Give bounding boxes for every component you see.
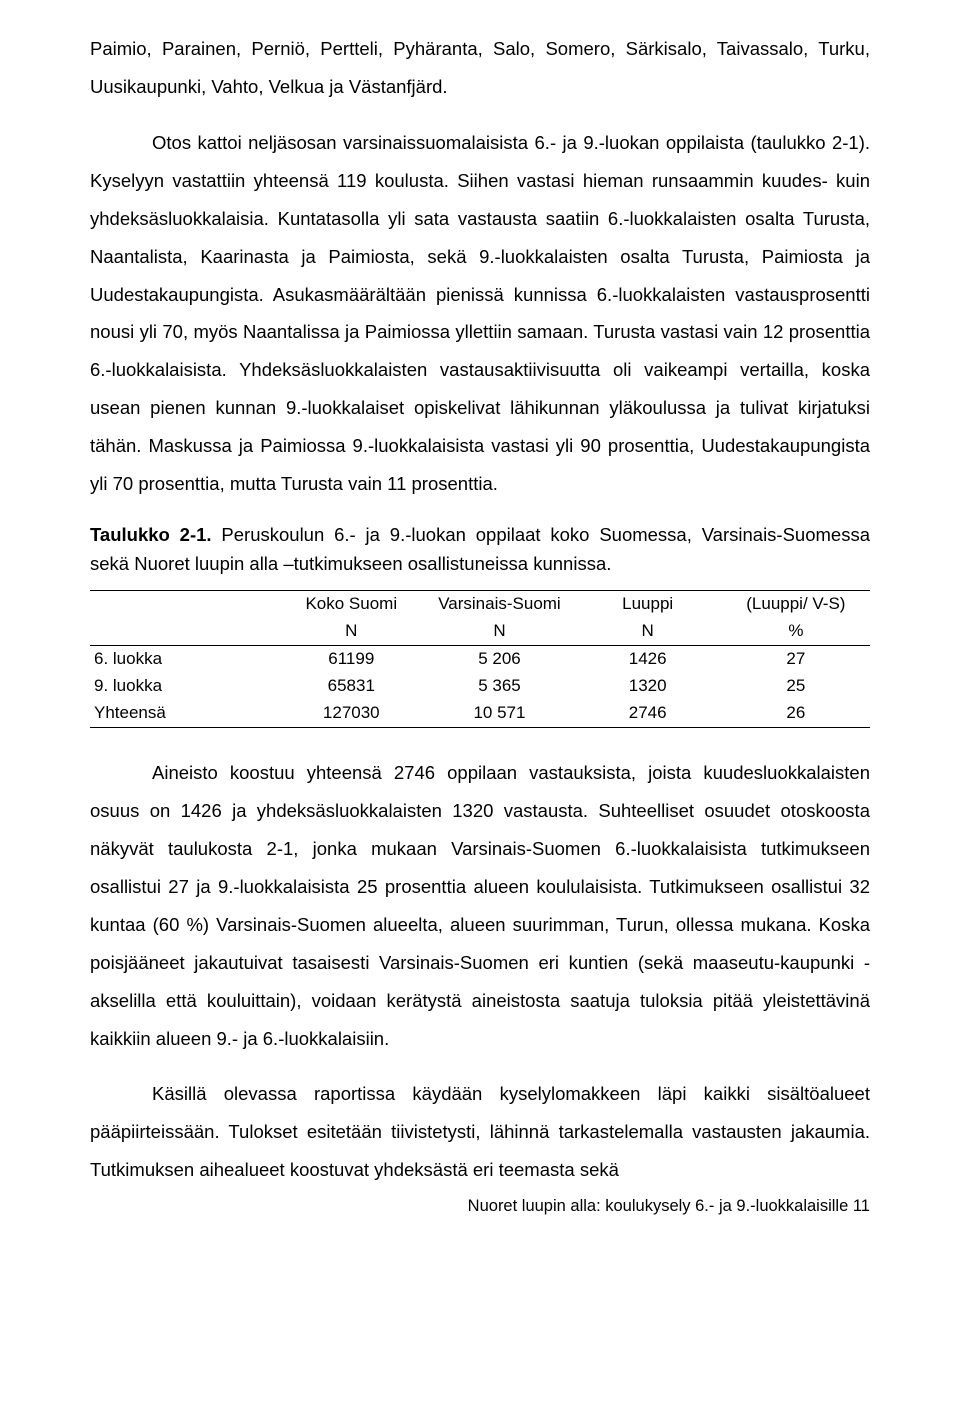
table-cell: 1426: [574, 646, 722, 673]
table-subheader-cell: N: [277, 618, 425, 645]
table-cell: 26: [722, 700, 870, 727]
table-cell: 9. luokka: [90, 673, 277, 700]
table-caption-label: Taulukko 2-1.: [90, 524, 212, 545]
table-cell: 1320: [574, 673, 722, 700]
data-table: Koko Suomi Varsinais-Suomi Luuppi (Luupp…: [90, 590, 870, 728]
table-row: 6. luokka 61199 5 206 1426 27: [90, 646, 870, 673]
table-header-cell: Varsinais-Suomi: [425, 591, 573, 618]
table-cell: 5 365: [425, 673, 573, 700]
table-cell: 2746: [574, 700, 722, 727]
table-subheader-cell: %: [722, 618, 870, 645]
document-page: Paimio, Parainen, Perniö, Pertteli, Pyhä…: [0, 0, 960, 1426]
table-subheader-cell: N: [574, 618, 722, 645]
table-header-cell: (Luuppi/ V-S): [722, 591, 870, 618]
table-subheader-row: N N N %: [90, 618, 870, 645]
table-cell: 61199: [277, 646, 425, 673]
table-cell: 127030: [277, 700, 425, 727]
table-caption: Taulukko 2-1. Peruskoulun 6.- ja 9.-luok…: [90, 521, 870, 578]
table-header-cell: Luuppi: [574, 591, 722, 618]
page-footer: Nuoret luupin alla: koulukysely 6.- ja 9…: [90, 1197, 870, 1216]
paragraph-intro-b: Otos kattoi neljäsosan varsinaissuomalai…: [90, 124, 870, 503]
table-cell: 65831: [277, 673, 425, 700]
table-header-cell: Koko Suomi: [277, 591, 425, 618]
table-subheader-cell: [90, 618, 277, 645]
table-subheader-cell: N: [425, 618, 573, 645]
paragraph-body-1: Aineisto koostuu yhteensä 2746 oppilaan …: [90, 754, 870, 1057]
table-cell: 5 206: [425, 646, 573, 673]
table-row: 9. luokka 65831 5 365 1320 25: [90, 673, 870, 700]
paragraph-body-2: Käsillä olevassa raportissa käydään kyse…: [90, 1075, 870, 1189]
table-header-cell: [90, 591, 277, 618]
table-row: Yhteensä 127030 10 571 2746 26: [90, 700, 870, 727]
table-cell: 10 571: [425, 700, 573, 727]
table-header-row: Koko Suomi Varsinais-Suomi Luuppi (Luupp…: [90, 591, 870, 618]
table-cell: Yhteensä: [90, 700, 277, 727]
table-cell: 25: [722, 673, 870, 700]
table-cell: 27: [722, 646, 870, 673]
paragraph-intro-a: Paimio, Parainen, Perniö, Pertteli, Pyhä…: [90, 30, 870, 106]
table-cell: 6. luokka: [90, 646, 277, 673]
